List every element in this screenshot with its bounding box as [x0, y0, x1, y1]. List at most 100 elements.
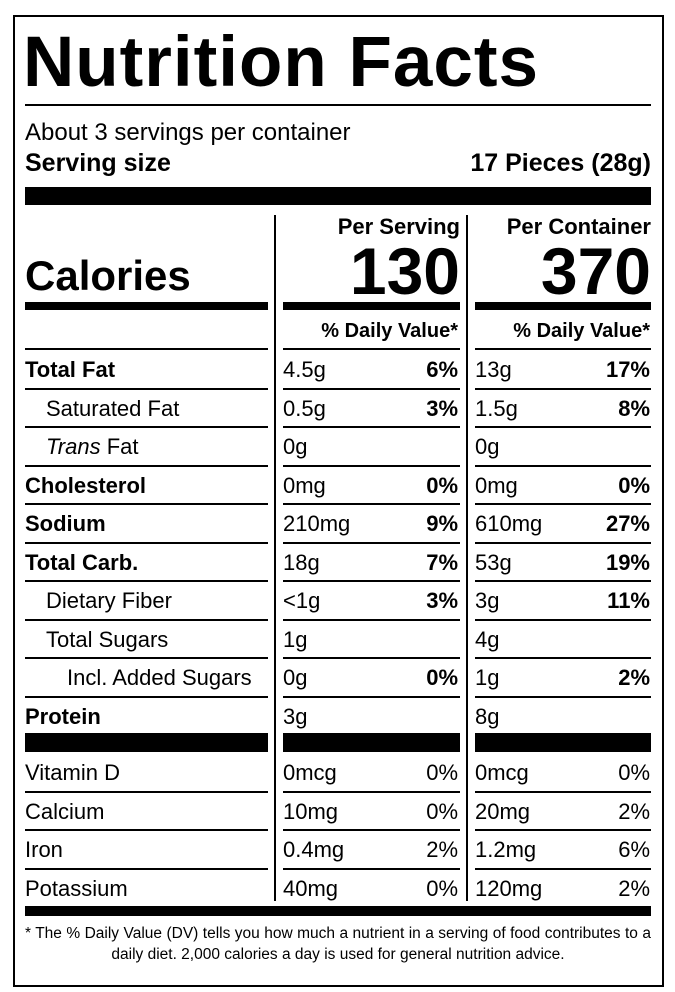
rule	[475, 465, 651, 467]
amount: 0mg	[283, 472, 326, 498]
daily-value: 17%	[605, 357, 650, 382]
serving-size: 17 Pieces (28g)	[470, 149, 651, 177]
rule	[283, 388, 460, 390]
nutrient-name: Trans Fat	[46, 434, 139, 460]
rule	[25, 426, 268, 428]
rule	[25, 302, 268, 310]
amount: 0mcg	[475, 760, 529, 785]
nutrient-name: Total Sugars	[46, 626, 169, 652]
title: Nutrition Facts	[23, 23, 539, 102]
daily-value: 19%	[605, 549, 650, 575]
nutrient-name: Fat	[106, 434, 139, 459]
rule	[475, 868, 651, 870]
rule	[283, 696, 460, 698]
rule	[25, 542, 268, 544]
rule	[25, 696, 268, 698]
daily-value: 3%	[426, 588, 458, 613]
daily-value: 2%	[426, 837, 458, 862]
amount: 210mg	[283, 511, 351, 536]
nutrient-name-italic: Trans	[46, 434, 101, 459]
calories-value: 370	[540, 234, 651, 308]
nutrient-name: Potassium	[25, 875, 128, 901]
rule	[475, 348, 651, 350]
rule	[475, 619, 651, 621]
column-header: Per Container	[506, 214, 651, 239]
daily-value: 2%	[618, 798, 650, 824]
rule	[25, 657, 268, 659]
amount: 1g	[283, 626, 308, 652]
divider	[466, 215, 468, 901]
rule	[283, 619, 460, 621]
amount: 610mg	[475, 511, 543, 536]
rule	[475, 503, 651, 505]
footnote: * The % Daily Value (DV) tells you how m…	[25, 925, 651, 963]
amount: 0mg	[475, 472, 518, 498]
amount: 3g	[475, 588, 500, 613]
daily-value: 0%	[426, 798, 458, 824]
calories-value: 130	[349, 234, 460, 308]
thick-rule	[283, 733, 460, 752]
daily-value: 2%	[618, 875, 650, 901]
thick-rule	[475, 733, 651, 752]
amount: 4g	[475, 626, 500, 652]
rule	[25, 104, 651, 106]
rule	[475, 829, 651, 831]
daily-value: 0%	[618, 760, 650, 785]
rule	[283, 657, 460, 659]
daily-value: 0%	[426, 760, 458, 785]
rule	[25, 791, 268, 793]
serving-size-label: Serving size	[25, 149, 171, 177]
rule	[283, 829, 460, 831]
rule	[475, 302, 651, 310]
amount: 0g	[283, 434, 308, 459]
thick-rule	[25, 187, 651, 205]
amount: 20mg	[475, 798, 531, 824]
label-border	[13, 15, 664, 987]
amount: 0g	[475, 434, 500, 459]
rule	[25, 829, 268, 831]
rule	[25, 503, 268, 505]
nutrient-name: Iron	[25, 837, 63, 862]
nutrient-name: Total Fat	[25, 357, 116, 382]
rule	[25, 348, 268, 350]
nutrient-name: Total Carb.	[25, 549, 139, 575]
amount: 0.5g	[283, 395, 326, 421]
rule	[475, 580, 651, 582]
rule	[25, 580, 268, 582]
nutrient-name: Dietary Fiber	[46, 588, 172, 613]
daily-value: 0%	[426, 875, 458, 901]
amount: 0mcg	[283, 760, 337, 785]
rule	[25, 619, 268, 621]
dv-header: % Daily Value*	[321, 320, 458, 342]
divider	[274, 215, 276, 901]
amount: 120mg	[475, 875, 543, 901]
daily-value: 6%	[426, 357, 458, 382]
nutrient-name: Calcium	[25, 798, 105, 824]
rule	[283, 868, 460, 870]
daily-value: 0%	[618, 472, 650, 498]
rule	[283, 465, 460, 467]
amount: 40mg	[283, 875, 339, 901]
amount: 8g	[475, 703, 500, 729]
rule	[475, 388, 651, 390]
rule	[283, 503, 460, 505]
amount: 1.2mg	[475, 837, 537, 862]
daily-value: 27%	[605, 511, 650, 536]
daily-value: 3%	[426, 395, 458, 421]
nutrient-name: Vitamin D	[25, 760, 120, 785]
amount: 53g	[475, 549, 512, 575]
amount: 3g	[283, 703, 308, 729]
servings: About 3 servings per container	[25, 119, 351, 146]
amount: 13g	[475, 357, 512, 382]
daily-value: 9%	[426, 511, 458, 536]
amount: 0.4mg	[283, 837, 345, 862]
amount: 0g	[283, 665, 308, 690]
column-header: Per Serving	[337, 214, 460, 239]
rule	[25, 868, 268, 870]
daily-value: 6%	[618, 837, 650, 862]
rule	[283, 348, 460, 350]
daily-value: 2%	[618, 665, 650, 690]
daily-value: 0%	[426, 472, 458, 498]
rule	[475, 542, 651, 544]
